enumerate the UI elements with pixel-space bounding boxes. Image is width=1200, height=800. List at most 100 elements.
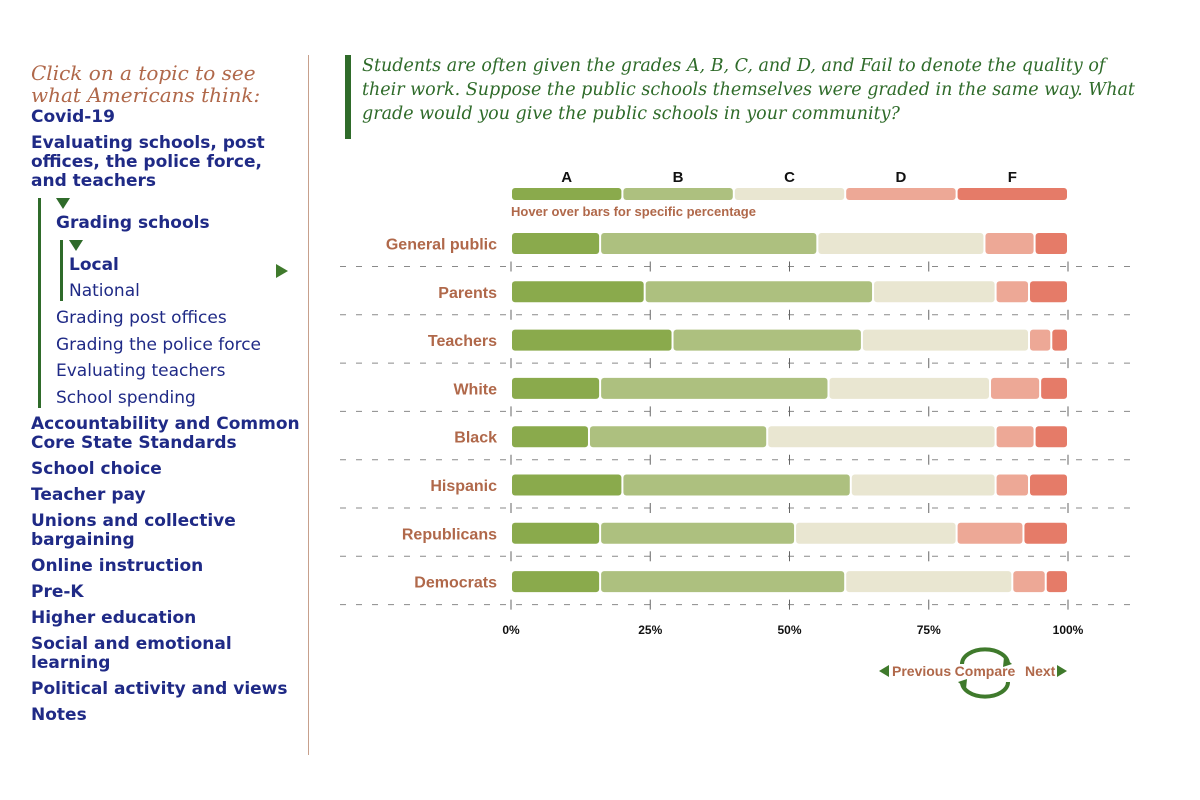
topic-political[interactable]: Political activity and views — [31, 678, 288, 699]
bar-segment-b[interactable]: Parents B: 41% — [645, 281, 873, 303]
legend-swatch-a — [512, 188, 622, 200]
subtopic-grading-police[interactable]: Grading the police force — [56, 334, 262, 355]
bar-segment-b[interactable]: Democrats B: 44% — [601, 571, 845, 593]
bar-segment-f[interactable]: General public F: 6% — [1035, 233, 1067, 254]
x-tick-label: 25% — [638, 623, 662, 637]
grading-schools-submenu: Local National — [60, 239, 301, 301]
x-tick-label: 50% — [777, 623, 801, 637]
question-accent-bar — [345, 55, 351, 139]
bar-segment-a[interactable]: Black A: 14% — [512, 426, 588, 448]
bar-segment-f[interactable]: Democrats F: 4% — [1046, 571, 1067, 593]
bar-segment-f[interactable]: White F: 5% — [1041, 377, 1067, 399]
bar-segment-b[interactable]: White B: 41% — [601, 377, 828, 399]
category-label: Black — [454, 430, 497, 447]
topic-sidebar: Click on a topic to see what Americans t… — [31, 62, 301, 732]
category-label: Parents — [438, 285, 497, 302]
bar-segment-c[interactable]: Teachers C: 30% — [862, 329, 1029, 351]
bar-segment-f[interactable]: Teachers F: 3% — [1052, 329, 1067, 351]
bar-segment-a[interactable]: Democrats A: 16% — [512, 571, 600, 593]
previous-label: Previous — [892, 663, 951, 679]
bar-segment-d[interactable]: Black D: 7% — [996, 426, 1034, 448]
bar-segment-c[interactable]: Democrats C: 30% — [846, 571, 1012, 593]
subtopic-local[interactable]: Local — [69, 254, 119, 275]
subtopic-school-spending[interactable]: School spending — [56, 387, 196, 408]
bar-segment-f[interactable]: Black F: 6% — [1035, 426, 1067, 448]
category-label: Republicans — [402, 526, 497, 543]
cycle-arrow-icon — [960, 647, 1010, 665]
next-label: Next — [1025, 663, 1056, 679]
category-label: Teachers — [428, 333, 497, 350]
bar-segment-d[interactable]: Republicans D: 12% — [957, 522, 1023, 544]
topic-sel[interactable]: Social and emotional learning — [31, 633, 232, 673]
bar-segment-f[interactable]: Hispanic F: 7% — [1030, 474, 1067, 496]
x-tick-label: 0% — [502, 623, 520, 637]
bar-segment-b[interactable]: General public B: 39% — [601, 233, 817, 254]
next-button[interactable]: Next — [1025, 663, 1067, 679]
legend-label-f: F — [1008, 169, 1017, 186]
bar-segment-f[interactable]: Republicans F: 8% — [1024, 522, 1067, 544]
bar-segment-a[interactable]: Parents A: 24% — [512, 281, 644, 303]
topic-pre-k[interactable]: Pre-K — [31, 581, 84, 602]
subtopic-grading-schools[interactable]: Grading schools — [56, 213, 210, 233]
legend-swatch-c — [734, 188, 845, 200]
legend-swatch-f — [957, 188, 1067, 200]
bar-segment-a[interactable]: General public A: 16% — [512, 233, 600, 254]
category-label: General public — [386, 237, 497, 254]
topic-accountability[interactable]: Accountability and Common Core State Sta… — [31, 413, 300, 453]
topic-notes[interactable]: Notes — [31, 704, 87, 725]
bar-segment-c[interactable]: Parents C: 22% — [874, 281, 995, 303]
bar-segment-d[interactable]: Parents D: 6% — [996, 281, 1029, 303]
sidebar-intro: Click on a topic to see what Americans t… — [31, 61, 261, 107]
topic-teacher-pay[interactable]: Teacher pay — [31, 484, 146, 505]
category-label: Hispanic — [430, 478, 497, 495]
bar-segment-d[interactable]: General public D: 9% — [985, 233, 1034, 254]
bar-segment-a[interactable]: White A: 16% — [512, 377, 600, 399]
bar-segment-c[interactable]: Black C: 41% — [768, 426, 995, 448]
subtopic-evaluating-teachers[interactable]: Evaluating teachers — [56, 361, 226, 381]
subtopic-national[interactable]: National — [69, 281, 140, 301]
category-label: Democrats — [414, 575, 497, 592]
compare-button[interactable]: Compare — [955, 647, 1016, 699]
topic-higher-education[interactable]: Higher education — [31, 607, 197, 628]
expanded-triangle-icon — [56, 198, 70, 209]
bar-segment-b[interactable]: Teachers B: 34% — [673, 329, 861, 351]
evaluating-submenu: Grading schools Local National Grading p… — [38, 198, 301, 408]
legend-swatch-d — [846, 188, 956, 200]
bar-segment-a[interactable]: Republicans A: 16% — [512, 522, 600, 544]
bar-segment-d[interactable]: White D: 9% — [991, 377, 1040, 399]
hover-hint: Hover over bars for specific percentage — [511, 204, 756, 219]
compare-label: Compare — [955, 663, 1016, 679]
legend-label-c: C — [784, 169, 795, 186]
topic-covid[interactable]: Covid-19 — [31, 107, 115, 127]
expanded-triangle-icon — [69, 239, 83, 251]
bar-segment-d[interactable]: Teachers D: 4% — [1030, 329, 1051, 351]
bar-segment-b[interactable]: Hispanic B: 41% — [623, 474, 850, 496]
topic-unions[interactable]: Unions and collective bargaining — [31, 510, 236, 550]
x-tick-label: 100% — [1053, 623, 1084, 637]
bar-segment-c[interactable]: Republicans C: 29% — [796, 522, 956, 544]
bar-segment-a[interactable]: Teachers A: 29% — [512, 329, 672, 351]
right-arrow-icon — [1057, 665, 1067, 677]
legend-label-a: A — [561, 169, 572, 186]
bar-segment-b[interactable]: Republicans B: 35% — [601, 522, 795, 544]
sidebar-divider — [308, 55, 309, 755]
current-selection-arrow-icon — [276, 264, 288, 278]
bar-segment-f[interactable]: Parents F: 7% — [1030, 281, 1067, 303]
bar-segment-d[interactable]: Hispanic D: 6% — [996, 474, 1029, 496]
legend-label-b: B — [673, 169, 684, 186]
bar-segment-c[interactable]: Hispanic C: 26% — [851, 474, 995, 496]
previous-button[interactable]: Previous — [879, 663, 951, 679]
cycle-arrowhead-icon — [1003, 657, 1012, 667]
bar-segment-c[interactable]: General public C: 30% — [818, 233, 984, 254]
bar-segment-b[interactable]: Black B: 32% — [589, 426, 767, 448]
topic-school-choice[interactable]: School choice — [31, 458, 162, 479]
bar-segment-a[interactable]: Hispanic A: 20% — [512, 474, 622, 496]
bar-segment-d[interactable]: Democrats D: 6% — [1013, 571, 1045, 593]
topic-evaluating[interactable]: Evaluating schools, post offices, the po… — [31, 133, 265, 191]
topic-online-instruction[interactable]: Online instruction — [31, 555, 204, 576]
x-tick-label: 75% — [917, 623, 941, 637]
bar-segment-c[interactable]: White C: 29% — [829, 377, 990, 399]
cycle-arrow-icon — [960, 681, 1010, 699]
subtopic-grading-post-offices[interactable]: Grading post offices — [56, 308, 227, 328]
